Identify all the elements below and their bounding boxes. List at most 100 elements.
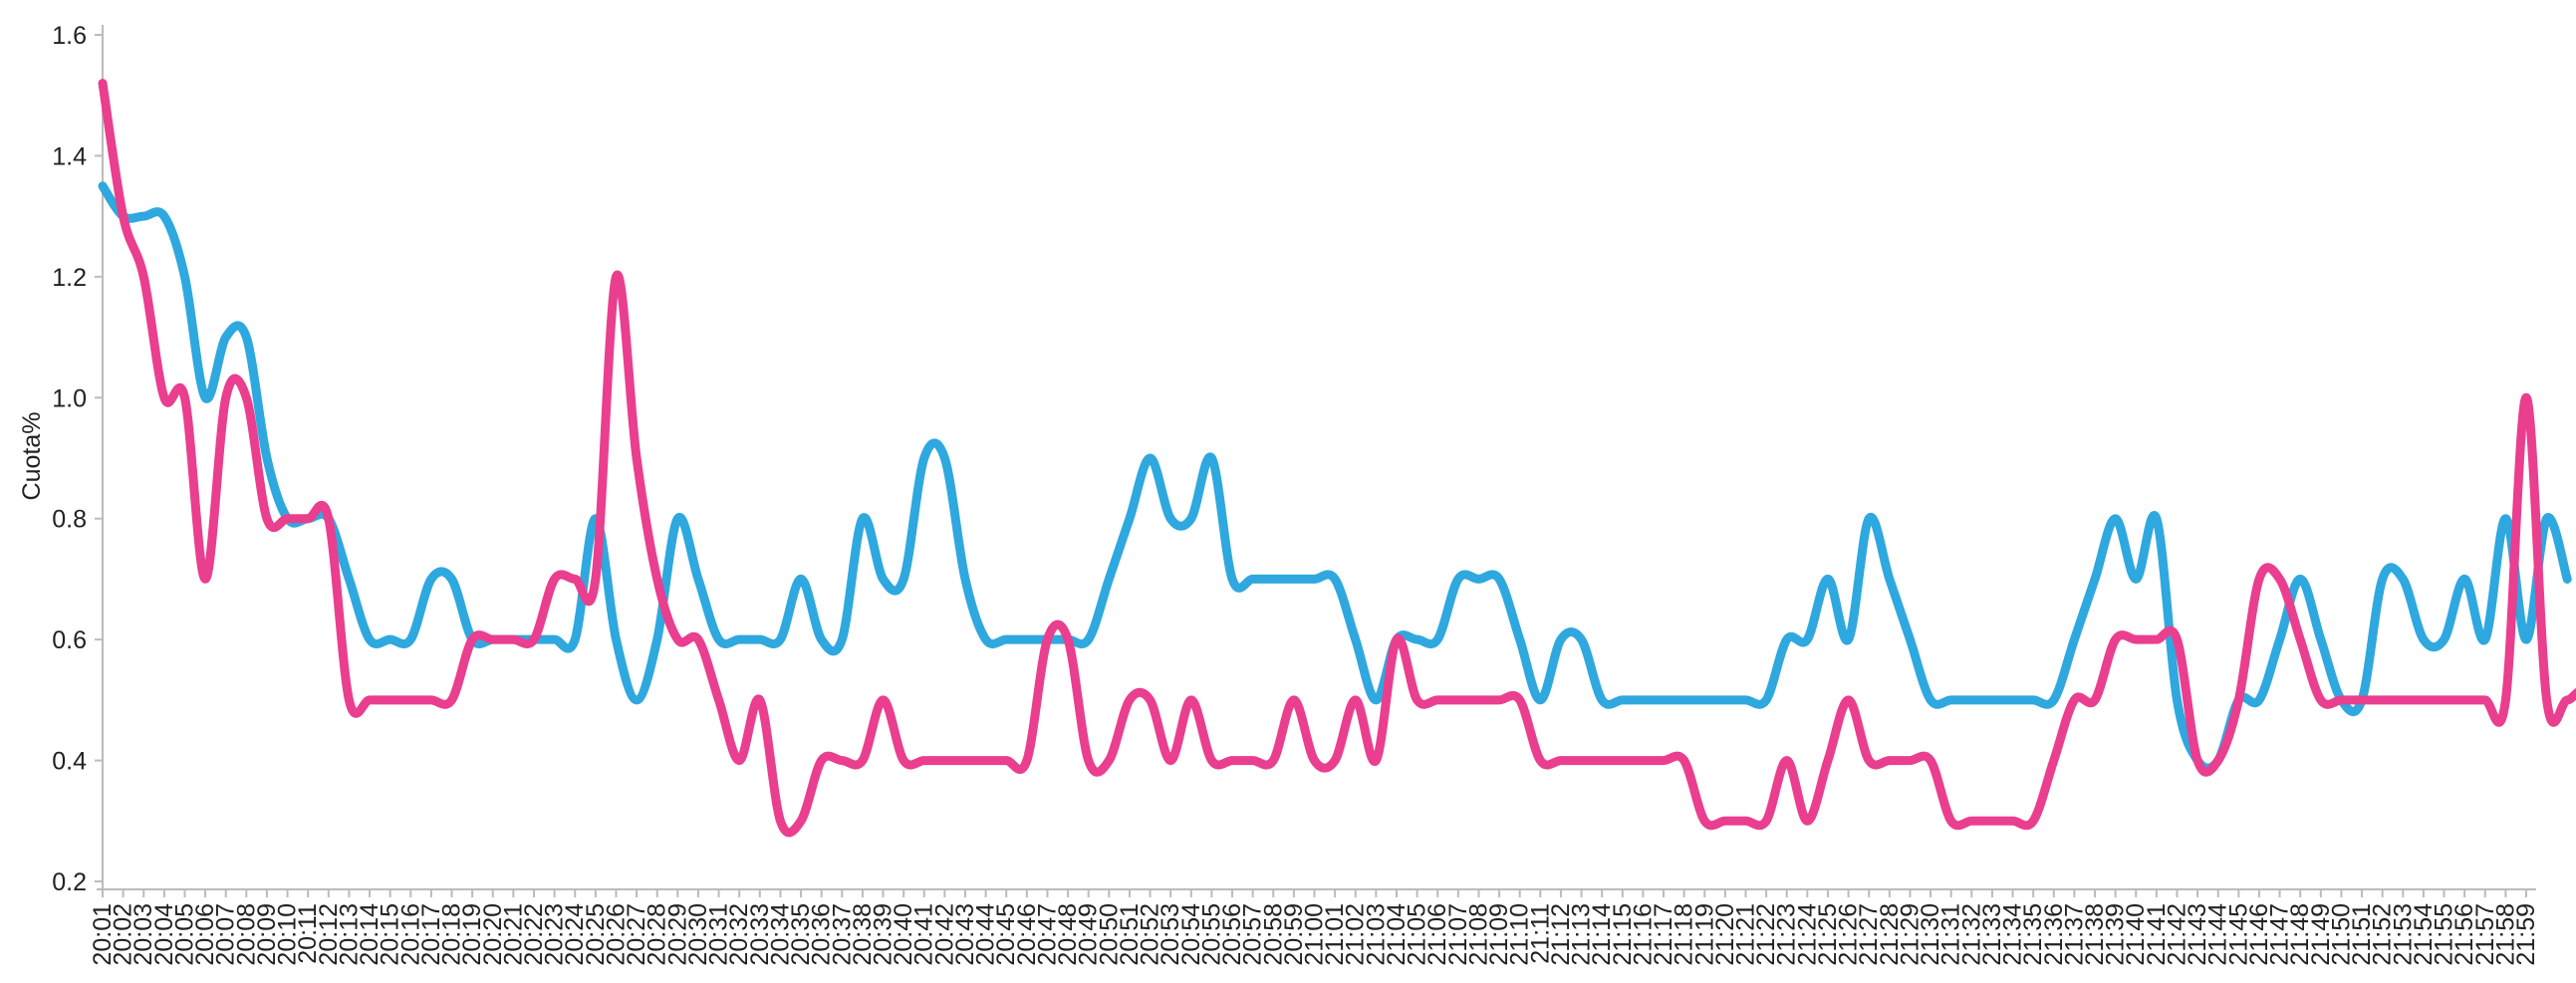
x-tick-label: 21:02: [1342, 903, 1370, 966]
x-tick-label: 21:14: [1588, 903, 1616, 966]
x-tick-label: 20:08: [232, 903, 260, 966]
x-tick-label: 20:29: [663, 903, 691, 966]
x-tick-label: 21:19: [1690, 903, 1718, 966]
x-tick-label: 20:59: [1280, 903, 1308, 966]
x-tick-label: 20:19: [458, 903, 486, 966]
x-tick-label: 21:07: [1444, 903, 1472, 966]
y-tick-label: 1.4: [52, 142, 87, 170]
x-tick-label: 21:44: [2204, 903, 2232, 966]
x-tick-label: 21:22: [1752, 903, 1780, 966]
x-tick-label: 21:57: [2471, 903, 2499, 966]
x-tick-label: 20:35: [787, 903, 815, 966]
x-tick-label: 21:47: [2266, 903, 2294, 966]
x-tick-label: 21:34: [1999, 903, 2027, 966]
x-tick-label: 20:14: [356, 903, 384, 966]
x-tick-label: 20:05: [170, 903, 198, 966]
x-tick-label: 20:11: [294, 903, 322, 964]
x-tick-label: 20:44: [972, 903, 1000, 966]
x-tick-label: 21:26: [1835, 903, 1863, 966]
x-tick-label: 21:15: [1609, 903, 1637, 966]
x-tick-label: 21:48: [2286, 903, 2314, 966]
x-tick-label: 21:56: [2450, 903, 2478, 966]
x-tick-label: 20:25: [582, 903, 610, 966]
x-tick-label: 21:21: [1731, 903, 1759, 966]
x-tick-label: 20:21: [499, 903, 527, 966]
x-tick-label: 21:33: [1978, 903, 2006, 966]
x-tick-label: 20:48: [1054, 903, 1082, 966]
x-tick-label: 20:32: [725, 903, 753, 966]
x-tick-label: 20:38: [849, 903, 877, 966]
y-tick-label: 0.4: [52, 748, 87, 776]
x-tick-label: 20:18: [438, 903, 466, 966]
x-tick-label: 21:55: [2431, 903, 2458, 966]
x-tick-label: 20:54: [1177, 903, 1205, 966]
x-tick-label: 21:45: [2224, 903, 2252, 966]
y-tick-label: 1.0: [52, 384, 87, 412]
x-tick-label: 21:17: [1650, 903, 1677, 966]
series-line-1: [98, 181, 2572, 773]
x-tick-label: 20:46: [1013, 903, 1041, 966]
x-tick-label: 21:39: [2102, 903, 2130, 966]
x-tick-label: 20:33: [746, 903, 774, 966]
x-tick-label: 21:52: [2369, 903, 2397, 966]
x-tick-label: 21:36: [2040, 903, 2068, 966]
x-tick-label: 21:59: [2512, 903, 2540, 966]
x-tick-label: 20:31: [705, 903, 733, 966]
x-tick-label: 20:56: [1218, 903, 1246, 966]
y-tick-label: 0.2: [52, 868, 87, 896]
x-tick-label: 20:24: [561, 903, 589, 966]
x-tick-label: 20:39: [870, 903, 898, 966]
x-tick-label: 21:24: [1793, 903, 1821, 966]
x-tick-label: 20:55: [1197, 903, 1225, 966]
x-tick-label: 20:22: [520, 903, 548, 966]
x-tick-label: 20:27: [623, 903, 650, 966]
x-tick-label: 20:16: [396, 903, 424, 966]
y-tick-label: 1.6: [52, 22, 87, 50]
x-tick-label: 20:47: [1033, 903, 1061, 966]
y-tick-label: 0.8: [52, 506, 87, 534]
x-tick-label: 21:28: [1876, 903, 1904, 966]
x-tick-label: 20:34: [766, 903, 794, 966]
y-axis: 0.2 0.4 0.6 0.8 1.0 1.2 1.4 1.6: [52, 22, 104, 896]
x-tick-label: 21:03: [1362, 903, 1390, 966]
x-tick-label: 20:28: [644, 903, 671, 966]
x-tick-label: 21:27: [1855, 903, 1883, 966]
x-tick-label: 21:41: [2143, 903, 2171, 966]
x-tick-label: 21:30: [1917, 903, 1944, 966]
x-tick-label: 21:06: [1423, 903, 1451, 966]
x-tick-label: 20:52: [1137, 903, 1164, 966]
x-tick-label: 20:43: [951, 903, 979, 966]
x-tick-label: 20:06: [191, 903, 219, 966]
x-tick-label: 20:15: [377, 903, 404, 966]
x-tick-label: 21:16: [1629, 903, 1657, 966]
x-tick-label: 20:53: [1157, 903, 1184, 966]
x-tick-label: 21:13: [1568, 903, 1596, 966]
x-tick-label: 20:17: [417, 903, 445, 966]
x-tick-label: 21:08: [1464, 903, 1492, 966]
x-tick-label: 20:07: [212, 903, 240, 966]
x-tick-label: 21:49: [2307, 903, 2335, 966]
x-tick-label: 20:26: [602, 903, 630, 966]
x-tick-label: 21:31: [1937, 903, 1965, 966]
x-tick-label: 20:10: [274, 903, 302, 966]
x-tick-label: 21:35: [2019, 903, 2047, 966]
x-tick-label: 21:50: [2327, 903, 2355, 966]
series-group: [98, 79, 2576, 838]
x-tick-label: 20:42: [930, 903, 958, 966]
x-tick-label: 20:23: [541, 903, 569, 966]
x-tick-label: 21:40: [2122, 903, 2150, 966]
x-tick-label: 20:37: [828, 903, 856, 966]
x-tick-label: 20:03: [129, 903, 157, 966]
x-tick-label: 21:53: [2389, 903, 2417, 966]
x-tick-label: 20:57: [1239, 903, 1267, 966]
x-tick-label: 21:37: [2060, 903, 2088, 966]
x-axis: 20:0120:0220:0320:0420:0520:0620:0720:08…: [89, 888, 2540, 966]
x-tick-label: 20:20: [479, 903, 507, 966]
x-tick-label: 21:23: [1773, 903, 1801, 966]
x-tick-label: 21:32: [1957, 903, 1985, 966]
x-tick-label: 21:18: [1671, 903, 1698, 966]
x-tick-label: 21:10: [1506, 903, 1534, 966]
x-tick-label: 20:01: [89, 903, 117, 966]
y-tick-label: 0.6: [52, 626, 87, 654]
